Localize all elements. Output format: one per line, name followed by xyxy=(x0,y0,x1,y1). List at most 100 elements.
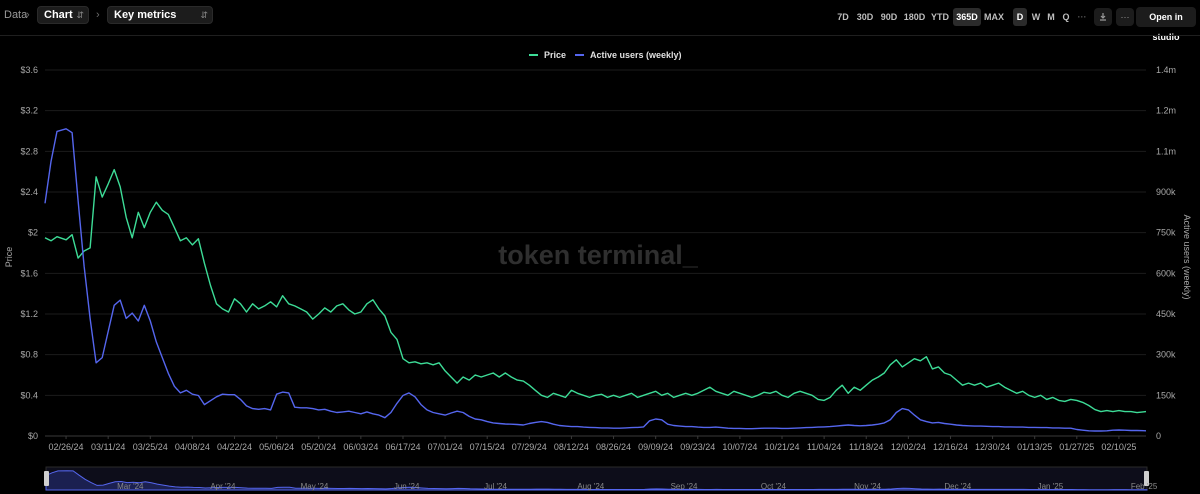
top-bar: Data › Chart ⇵ › Key metrics ⇵ 7D 30D 90D 1… xyxy=(0,0,1200,42)
chevron-right-icon: › xyxy=(96,9,100,21)
range-ytd[interactable]: YTD xyxy=(931,12,949,22)
x-tick-label: 09/09/24 xyxy=(638,442,673,452)
x-tick-label: 02/10/25 xyxy=(1101,442,1136,452)
navigator-handle-right[interactable] xyxy=(1144,471,1149,486)
y-left-tick-label: $3.2 xyxy=(20,106,38,116)
x-tick-label: 06/03/24 xyxy=(343,442,378,452)
x-tick-label: 07/15/24 xyxy=(470,442,505,452)
navigator-label: Mar '24 xyxy=(117,482,144,491)
granularity-m[interactable]: M xyxy=(1047,12,1055,22)
navigator-label: Jun '24 xyxy=(394,482,420,491)
x-tick-label: 08/26/24 xyxy=(596,442,631,452)
y-right-tick-label: 1.4m xyxy=(1156,65,1176,75)
granularity-d[interactable]: D xyxy=(1013,8,1027,26)
y-left-tick-label: $0.8 xyxy=(20,350,38,360)
y-right-tick-label: 750k xyxy=(1156,228,1176,238)
y-left-tick-label: $0.4 xyxy=(20,390,38,400)
y-axis-left: $0 $0.4 $0.8 $1.2 $1.6 $2 $2.4 $2.8 $3.2 $3.6 xyxy=(20,65,38,441)
x-tick-label: 12/30/24 xyxy=(975,442,1010,452)
series-lines xyxy=(44,128,1147,432)
x-tick-label: 02/26/24 xyxy=(49,442,84,452)
header-divider xyxy=(0,35,1200,36)
navigator-handle-left[interactable] xyxy=(44,471,49,486)
granularity-more[interactable]: ··· xyxy=(1077,12,1087,22)
x-tick-label: 07/01/24 xyxy=(428,442,463,452)
range-navigator[interactable]: Mar '24 Apr '24 May '24 Jun '24 Jul '24 Aug '… xyxy=(44,466,1158,491)
range-30d[interactable]: 30D xyxy=(856,12,874,22)
chart-legend: Price Active users (weekly) xyxy=(529,50,682,60)
chevron-updown-icon: ⇵ xyxy=(200,10,208,20)
navigator-label: Jul '24 xyxy=(484,482,507,491)
download-icon xyxy=(1100,13,1106,21)
breadcrumb-data[interactable]: Data xyxy=(4,9,28,21)
granularity-w[interactable]: W xyxy=(1031,12,1041,22)
x-tick-label: 04/08/24 xyxy=(175,442,210,452)
x-tick-label: 12/02/24 xyxy=(891,442,926,452)
y-axis-right: 0 150k 300k 450k 600k 750k 900k 1.1m 1.2m 1.4m xyxy=(1156,65,1176,441)
y-left-tick-label: $3.6 xyxy=(20,65,38,75)
x-tick-label: 03/25/24 xyxy=(133,442,168,452)
x-tick-label: 05/06/24 xyxy=(259,442,294,452)
navigator-label: Sep '24 xyxy=(671,482,698,491)
x-axis: 02/26/24 03/11/24 03/25/24 04/08/24 04/22/24… xyxy=(49,436,1136,452)
active-users-line xyxy=(44,128,1147,432)
chevron-updown-icon: ⇵ xyxy=(76,10,84,20)
y-left-tick-label: $2.4 xyxy=(20,187,38,197)
legend-label[interactable]: Active users (weekly) xyxy=(590,50,682,60)
y-right-tick-label: 600k xyxy=(1156,268,1176,278)
y-right-tick-label: 450k xyxy=(1156,309,1176,319)
chart-select[interactable]: Chart ⇵ xyxy=(37,6,89,24)
open-in-studio-button[interactable]: Open in studio xyxy=(1136,7,1196,42)
x-tick-label: 05/20/24 xyxy=(301,442,336,452)
metric-select-label: Key metrics xyxy=(114,9,177,21)
x-tick-label: 12/16/24 xyxy=(933,442,968,452)
navigator-label: Apr '24 xyxy=(210,482,236,491)
x-tick-label: 01/13/25 xyxy=(1017,442,1052,452)
range-180d[interactable]: 180D xyxy=(903,12,926,22)
x-tick-label: 10/07/24 xyxy=(722,442,757,452)
y-left-tick-label: $1.6 xyxy=(20,268,38,278)
y-left-tick-label: $2 xyxy=(28,228,38,238)
x-tick-label: 09/23/24 xyxy=(680,442,715,452)
y-left-tick-label: $0 xyxy=(28,431,38,441)
y-right-tick-label: 300k xyxy=(1156,350,1176,360)
navigator-series xyxy=(45,470,1148,491)
navigator-label: Jan '25 xyxy=(1038,482,1064,491)
navigator-label: Oct '24 xyxy=(761,482,787,491)
legend-label[interactable]: Price xyxy=(544,50,566,60)
x-tick-label: 08/12/24 xyxy=(554,442,589,452)
granularity-q[interactable]: Q xyxy=(1062,12,1070,22)
navigator-label: Dec '24 xyxy=(944,482,971,491)
chart-select-label: Chart xyxy=(44,9,73,21)
y-right-tick-label: 900k xyxy=(1156,187,1176,197)
y-axis-right-label: Active users (weekly) xyxy=(1182,214,1192,299)
range-90d[interactable]: 90D xyxy=(880,12,898,22)
watermark: token terminal_ xyxy=(498,240,699,270)
range-max[interactable]: MAX xyxy=(984,12,1004,22)
y-left-tick-label: $2.8 xyxy=(20,146,38,156)
y-left-tick-label: $1.2 xyxy=(20,309,38,319)
x-tick-label: 11/18/24 xyxy=(849,442,883,452)
navigator-label: Nov '24 xyxy=(854,482,881,491)
ellipsis-icon: ··· xyxy=(1120,12,1130,22)
y-right-tick-label: 1.2m xyxy=(1156,106,1176,116)
x-tick-label: 06/17/24 xyxy=(385,442,420,452)
line-chart: Price Active users (weekly) token termina… xyxy=(4,50,1192,491)
navigator-label: May '24 xyxy=(301,482,329,491)
overflow-menu-button[interactable]: ··· xyxy=(1116,8,1134,26)
y-axis-left-label: Price xyxy=(4,247,14,268)
metric-select[interactable]: Key metrics ⇵ xyxy=(107,6,213,24)
range-7d[interactable]: 7D xyxy=(837,12,849,22)
y-right-tick-label: 150k xyxy=(1156,390,1176,400)
x-tick-label: 01/27/25 xyxy=(1059,442,1094,452)
price-line xyxy=(44,168,1147,414)
navigator-label: Feb '25 xyxy=(1131,482,1158,491)
x-tick-label: 10/21/24 xyxy=(764,442,799,452)
download-button[interactable] xyxy=(1094,8,1112,26)
y-right-tick-label: 0 xyxy=(1156,431,1161,441)
x-tick-label: 03/11/24 xyxy=(91,442,125,452)
x-tick-label: 11/04/24 xyxy=(807,442,841,452)
range-365d[interactable]: 365D xyxy=(953,8,981,26)
x-tick-label: 07/29/24 xyxy=(512,442,547,452)
y-right-tick-label: 1.1m xyxy=(1156,146,1176,156)
